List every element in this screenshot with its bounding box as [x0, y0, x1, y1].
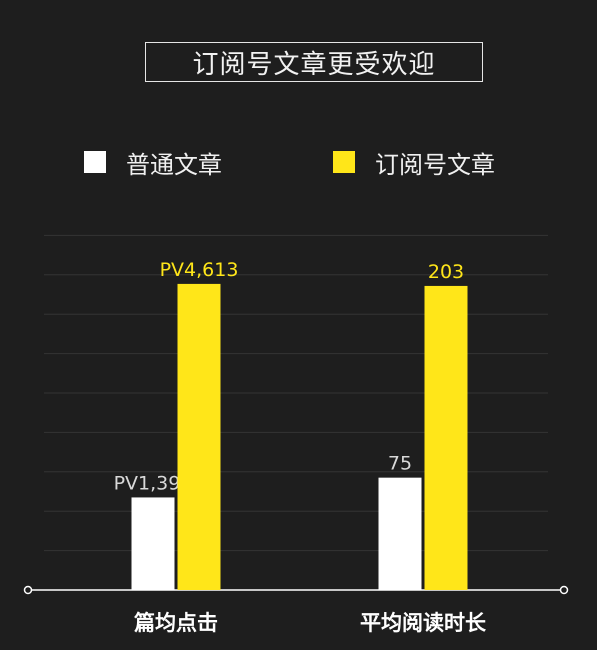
- legend-label-regular: 普通文章: [126, 150, 222, 179]
- bar: [378, 477, 422, 590]
- category-label: 篇均点击: [134, 611, 218, 635]
- legend-label-subscription: 订阅号文章: [375, 150, 495, 179]
- bar: [131, 497, 175, 590]
- bar: [177, 283, 221, 590]
- chart-title: 订阅号文章更受欢迎: [145, 42, 483, 82]
- bar-value-label: 203: [428, 261, 464, 283]
- legend-swatch-subscription: [333, 151, 355, 173]
- axis-end-marker-right: [559, 585, 569, 595]
- bar: [424, 285, 468, 590]
- bar-value-label: PV1,395: [114, 472, 193, 494]
- category-label: 平均阅读时长: [360, 611, 487, 635]
- legend-swatch-regular: [84, 151, 106, 173]
- legend-item-subscription: 订阅号文章: [333, 147, 495, 179]
- legend-item-regular: 普通文章: [84, 147, 222, 179]
- axis-end-marker-left: [23, 585, 33, 595]
- bar-value-label: 75: [388, 453, 412, 475]
- bar-value-label: PV4,613: [160, 259, 239, 281]
